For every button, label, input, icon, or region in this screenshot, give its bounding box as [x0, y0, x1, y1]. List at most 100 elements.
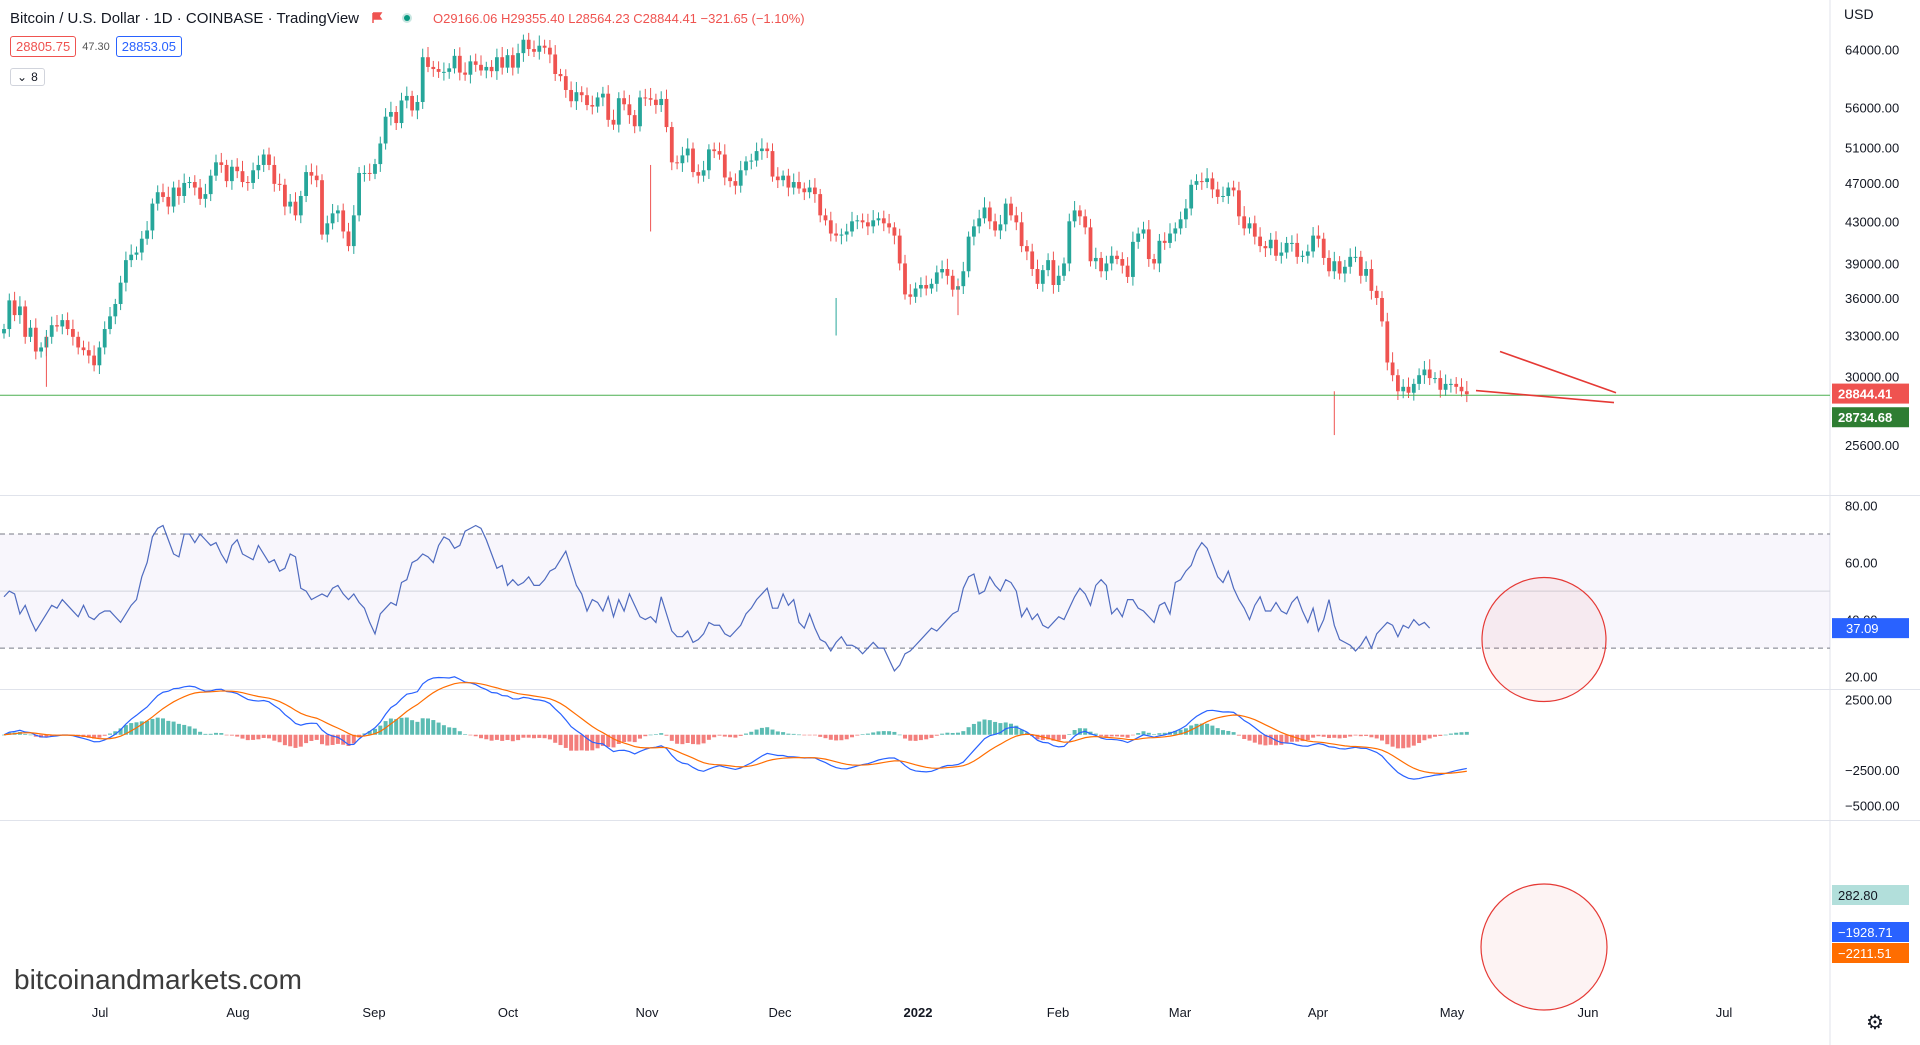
macd-histogram-bar: [791, 733, 796, 735]
candle: [1438, 378, 1443, 390]
candle: [1009, 203, 1013, 216]
macd-histogram-bar: [261, 734, 266, 738]
macd-histogram-bar: [1067, 734, 1072, 735]
candle: [749, 160, 754, 162]
candle: [802, 188, 807, 193]
candle: [367, 172, 372, 174]
symbol-title[interactable]: Bitcoin / U.S. Dollar · 1D · COINBASE · …: [10, 9, 359, 27]
candle: [1263, 246, 1268, 249]
watermark: bitcoinandmarkets.com: [14, 964, 302, 995]
macd-histogram-bar: [426, 718, 430, 735]
time-tick-label: Nov: [635, 1005, 659, 1020]
macd-histogram-bar: [521, 734, 526, 738]
time-tick-label: Apr: [1308, 1005, 1329, 1020]
macd-histogram-bar: [1072, 730, 1077, 735]
macd-histogram-bar: [733, 734, 738, 738]
candle: [1088, 227, 1093, 262]
candle: [1168, 233, 1172, 243]
candle: [293, 201, 298, 216]
macd-histogram-bar: [664, 734, 669, 736]
candle: [654, 99, 658, 106]
candle: [643, 97, 648, 99]
candle: [362, 172, 367, 174]
candle: [887, 223, 891, 228]
macd-histogram-bar: [759, 727, 764, 735]
candle: [1178, 219, 1183, 229]
market-status-icon: [402, 13, 412, 23]
macd-histogram-bar: [1199, 723, 1204, 735]
macd-histogram-bar: [1464, 731, 1469, 735]
macd-histogram-bar: [865, 733, 870, 735]
flag-icon[interactable]: [371, 12, 383, 24]
sell-price-button[interactable]: 28805.75: [10, 36, 77, 57]
macd-histogram-bar: [717, 734, 722, 736]
candle: [1369, 269, 1374, 291]
macd-histogram-bar: [918, 734, 923, 741]
macd-histogram-bar: [1009, 723, 1013, 735]
candle: [850, 221, 854, 232]
macd-histogram-bar: [410, 720, 415, 735]
macd-histogram-bar: [1099, 734, 1104, 736]
macd-histogram-bar: [977, 721, 982, 735]
time-tick-label: Oct: [498, 1005, 519, 1020]
indicators-toggle-button[interactable]: ⌄ 8: [10, 68, 45, 86]
candle: [383, 116, 388, 144]
macd-histogram-bar: [1141, 731, 1146, 735]
candle: [484, 66, 489, 71]
macd-histogram-bar: [971, 723, 976, 735]
high-value: H29355.40: [500, 10, 565, 26]
candle: [601, 93, 605, 98]
candle: [1104, 263, 1109, 272]
buy-price-button[interactable]: 28853.05: [115, 36, 182, 57]
macd-histogram-bar: [669, 734, 674, 741]
candle: [1321, 238, 1326, 258]
candle: [1443, 383, 1448, 390]
candle: [1258, 236, 1262, 247]
currency-label[interactable]: USD: [1844, 6, 1874, 22]
gear-icon[interactable]: ⚙: [1866, 1012, 1884, 1034]
macd-histogram-bar: [1337, 734, 1342, 739]
macd-histogram-bar: [1263, 734, 1268, 746]
macd-histogram-bar: [929, 734, 934, 738]
macd-histogram-bar: [139, 721, 144, 735]
macd-histogram-bar: [489, 734, 494, 741]
macd-histogram-bar: [675, 734, 680, 744]
hline-price-label: 28734.68: [1838, 410, 1892, 425]
candle: [569, 89, 573, 102]
candle: [341, 210, 346, 232]
macd-histogram-bar: [595, 734, 600, 749]
rsi-tick-label: 20.00: [1845, 670, 1878, 685]
macd-histogram-bar: [479, 734, 483, 739]
candle: [166, 196, 171, 207]
candle: [786, 175, 791, 188]
candle: [28, 327, 33, 337]
candle: [707, 149, 711, 171]
candle: [1125, 265, 1130, 277]
price-tick-label: 36000.00: [1845, 291, 1899, 306]
candle: [224, 164, 229, 182]
candle: [113, 304, 118, 317]
macd-tick-label: 2500.00: [1845, 692, 1892, 707]
candle: [1231, 187, 1236, 191]
time-tick-label: Jul: [1716, 1005, 1733, 1020]
macd-histogram-bar: [532, 734, 536, 739]
price-tick-label: 64000.00: [1845, 43, 1899, 58]
candle: [139, 238, 144, 253]
macd-histogram-bar: [1183, 728, 1188, 735]
macd-histogram-bar: [934, 734, 939, 736]
macd-histogram-bar: [1157, 733, 1162, 735]
candle: [378, 143, 383, 165]
macd-histogram-bar: [351, 734, 356, 744]
macd-histogram-bar: [691, 734, 695, 745]
macd-histogram-bar: [1374, 734, 1379, 739]
macd-histogram-bar: [775, 731, 780, 735]
candle: [781, 175, 785, 181]
candle: [924, 284, 929, 289]
candle: [1152, 259, 1156, 264]
macd-histogram-bar: [1051, 734, 1056, 741]
price-tick-label: 51000.00: [1845, 141, 1899, 156]
macd-histogram-bar: [701, 734, 706, 744]
candle: [304, 172, 308, 196]
candle: [55, 325, 59, 327]
macd-histogram-bar: [1173, 730, 1178, 735]
